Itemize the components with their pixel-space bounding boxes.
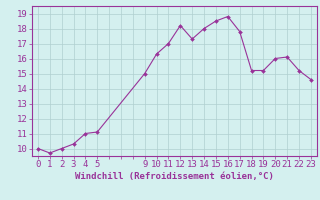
X-axis label: Windchill (Refroidissement éolien,°C): Windchill (Refroidissement éolien,°C) (75, 172, 274, 181)
